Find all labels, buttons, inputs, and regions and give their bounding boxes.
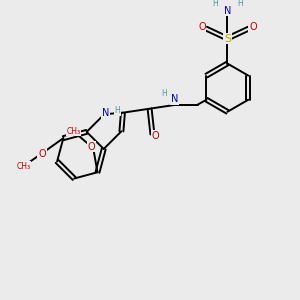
Text: O: O <box>88 142 96 152</box>
Text: CH₃: CH₃ <box>16 162 31 171</box>
Text: O: O <box>198 22 206 32</box>
Text: H: H <box>213 0 218 8</box>
Text: H: H <box>114 106 120 115</box>
Text: O: O <box>249 22 257 32</box>
Text: O: O <box>38 149 46 159</box>
Text: O: O <box>152 131 159 141</box>
Text: N: N <box>171 94 178 104</box>
Text: N: N <box>102 108 110 118</box>
Text: H: H <box>237 0 243 8</box>
Text: N: N <box>224 6 232 16</box>
Text: S: S <box>224 34 231 44</box>
Text: H: H <box>161 89 167 98</box>
Text: CH₃: CH₃ <box>66 127 80 136</box>
